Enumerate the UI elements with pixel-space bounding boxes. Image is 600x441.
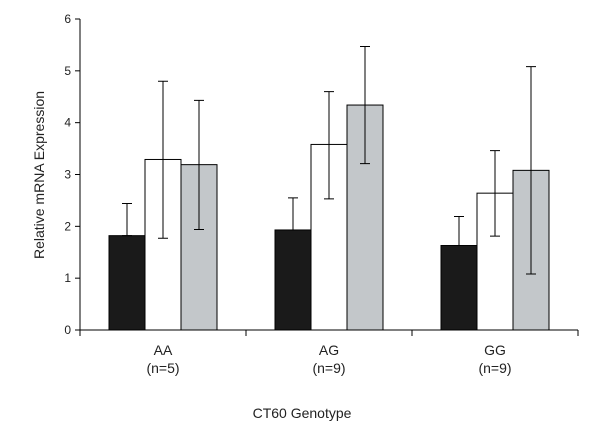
x-axis: AA (n=5) AG (n=9) GG (n=9)	[79, 329, 579, 376]
category-sublabel: (n=9)	[312, 360, 345, 376]
category-sublabel: (n=5)	[146, 360, 179, 376]
category-label: AG	[319, 342, 339, 358]
bar-aa-1	[108, 235, 146, 331]
error-bar-gg-3	[526, 66, 536, 275]
error-bar-ag-2	[324, 91, 334, 200]
y-tick-label: 4	[64, 116, 71, 130]
error-bar-ag-1	[288, 197, 298, 231]
y-tick-label: 5	[64, 64, 71, 78]
error-bars	[122, 45, 536, 275]
y-axis-title: Relative mRNA Expression	[31, 91, 47, 259]
error-bar-gg-2	[490, 150, 500, 237]
bar-gg-1	[440, 245, 478, 331]
y-tick-label: 1	[64, 271, 71, 285]
error-bar-ag-3	[360, 45, 370, 165]
error-bar-aa-3	[194, 99, 204, 230]
error-bar-aa-1	[122, 203, 132, 237]
category-label: AA	[154, 342, 173, 358]
category-sublabel: (n=9)	[478, 360, 511, 376]
y-tick-label: 6	[64, 12, 71, 26]
y-axis: 0 1 2 3 4 5 6	[64, 12, 81, 337]
category-label: GG	[484, 342, 506, 358]
y-tick-label: 2	[64, 219, 71, 233]
error-bar-aa-2	[158, 80, 168, 239]
x-axis-title: CT60 Genotype	[253, 405, 352, 421]
y-tick-label: 0	[64, 323, 71, 337]
bar-ag-1	[274, 229, 312, 331]
y-tick-label: 3	[64, 168, 71, 182]
error-bar-gg-1	[454, 215, 464, 247]
